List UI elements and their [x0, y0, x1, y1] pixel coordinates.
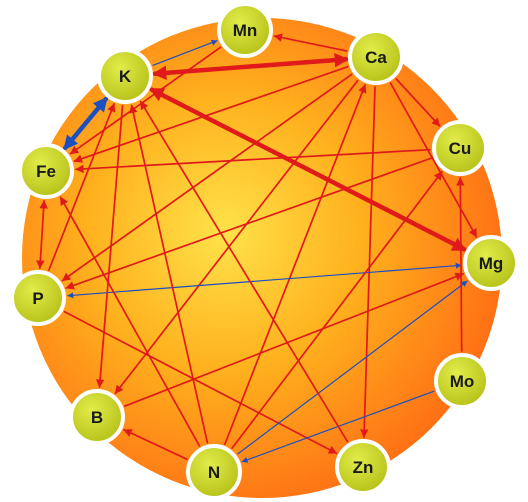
node-cu-circle: [432, 120, 488, 176]
node-mn-label: Mn: [233, 21, 258, 40]
edge-zn-k: [139, 100, 349, 443]
edge-k-b: [95, 105, 124, 388]
node-fe: Fe: [18, 143, 74, 199]
node-p-label: P: [32, 289, 43, 308]
edge-n-fe: [59, 196, 201, 447]
node-ca: Ca: [348, 29, 404, 85]
edge-ca-b: [114, 79, 359, 395]
node-mg-circle: [463, 235, 519, 291]
edge-fe-p: [36, 200, 48, 269]
node-mg: Mg: [463, 235, 519, 291]
node-ca-circle: [348, 29, 404, 85]
node-mn-circle: [217, 2, 273, 58]
edges-layer: [36, 33, 478, 463]
node-p: P: [10, 270, 66, 326]
node-b: B: [69, 389, 125, 445]
edge-fe-k: [62, 96, 109, 151]
node-k-circle: [97, 48, 153, 104]
edge-n-b: [123, 428, 188, 461]
edge-n-cu: [231, 171, 443, 449]
node-fe-label: Fe: [36, 162, 56, 181]
edge-b-mg: [124, 272, 464, 407]
node-cu-label: Cu: [449, 139, 472, 158]
edge-p-k: [48, 103, 116, 271]
edge-ca-zn: [359, 86, 376, 438]
node-k: K: [97, 48, 153, 104]
node-b-label: B: [91, 408, 103, 427]
node-zn: Zn: [335, 439, 391, 495]
node-mo-circle: [434, 353, 490, 409]
node-b-circle: [69, 389, 125, 445]
node-cu: Cu: [432, 120, 488, 176]
node-ca-label: Ca: [365, 48, 387, 67]
edge-n-k: [129, 104, 209, 444]
edge-p-zn: [63, 310, 338, 455]
node-mg-label: Mg: [479, 254, 504, 273]
node-n: N: [186, 444, 242, 500]
node-mn: Mn: [217, 2, 273, 58]
edge-ca-mg: [389, 82, 478, 238]
edge-cu-fe: [75, 148, 431, 174]
edge-mn-fe: [69, 46, 222, 155]
node-n-label: N: [208, 463, 220, 482]
node-zn-circle: [335, 439, 391, 495]
edge-ca-cu: [395, 78, 441, 127]
node-zn-label: Zn: [353, 458, 374, 477]
edge-ca-mn: [273, 33, 348, 52]
node-k-label: K: [119, 67, 132, 86]
node-n-circle: [186, 444, 242, 500]
node-mo: Mo: [434, 353, 490, 409]
node-mo-label: Mo: [450, 372, 475, 391]
nodes-layer: Mn Ca K Cu Fe Mg P Mo B Zn N: [10, 2, 519, 500]
node-p-circle: [10, 270, 66, 326]
edge-p-mg: [67, 262, 462, 299]
node-fe-circle: [18, 143, 74, 199]
edge-mo-cu: [456, 177, 465, 352]
edge-n-mg: [237, 280, 468, 455]
